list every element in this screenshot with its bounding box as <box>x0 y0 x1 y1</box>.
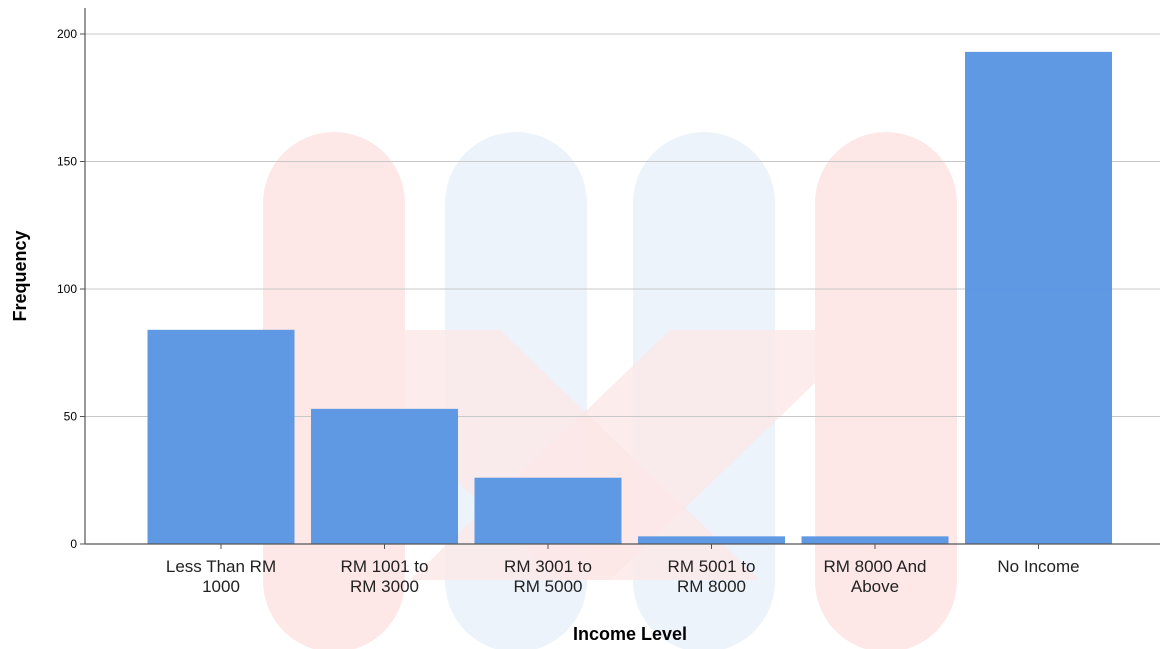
bar <box>311 408 458 544</box>
x-tick-label: RM 5001 to RM 8000 <box>668 557 756 596</box>
x-tick-label-line: No Income <box>997 557 1079 576</box>
bar <box>638 536 785 544</box>
x-tick-label: Less Than RM 1000 <box>166 557 276 596</box>
bar <box>474 477 622 544</box>
x-tick-label-line: RM 1001 to <box>341 557 429 576</box>
y-tick-label: 150 <box>57 155 77 169</box>
x-tick-label-line: RM 5001 to <box>668 557 756 576</box>
bars <box>147 51 1112 544</box>
x-tick-label-line: RM 8000 <box>677 577 746 596</box>
x-tick-label: No Income <box>997 557 1079 576</box>
bar <box>801 536 949 544</box>
x-tick-label-line: 1000 <box>202 577 240 596</box>
x-tick-label-line: Less Than RM <box>166 557 276 576</box>
x-tick-label-line: RM 5000 <box>514 577 583 596</box>
axes <box>84 8 1160 549</box>
x-tick-label: RM 1001 to RM 3000 <box>341 557 429 596</box>
x-tick-label-line: Above <box>851 577 899 596</box>
y-tick-label: 100 <box>57 282 77 296</box>
x-tick-label-line: RM 3000 <box>350 577 419 596</box>
y-tick-label: 50 <box>64 410 78 424</box>
bar <box>965 51 1112 544</box>
x-tick-label: RM 8000 And Above <box>823 557 926 596</box>
y-tick-label: 0 <box>70 537 77 551</box>
x-tick-labels: Less Than RM 1000 RM 1001 to RM 3000 RM 3001… <box>166 557 1080 596</box>
x-tick-label-line: RM 8000 And <box>823 557 926 576</box>
y-axis-title: Frequency <box>10 230 30 321</box>
x-tick-label: RM 3001 to RM 5000 <box>504 557 592 596</box>
bar <box>147 329 295 544</box>
y-tick-labels: 0 50 100 150 200 <box>57 27 77 551</box>
watermark-pillar-4 <box>815 132 957 649</box>
x-axis-title: Income Level <box>573 624 687 644</box>
x-tick-label-line: RM 3001 to <box>504 557 592 576</box>
y-tick-label: 200 <box>57 27 77 41</box>
